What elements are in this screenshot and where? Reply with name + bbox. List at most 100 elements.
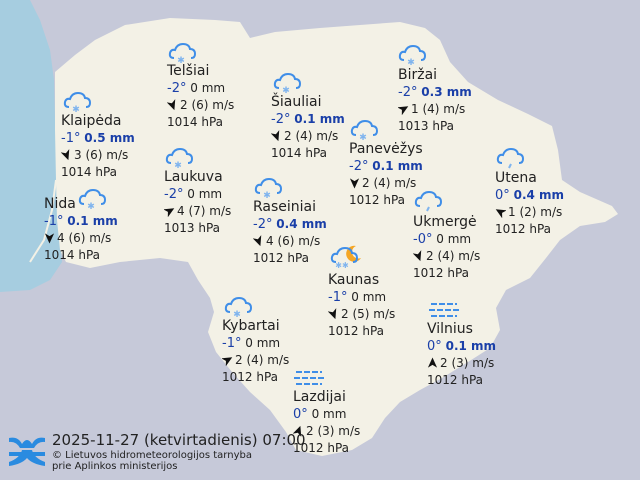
temperature: -2° [349, 159, 369, 174]
wind-speed: 2 (3) m/s [440, 356, 495, 370]
temperature: -1° [222, 336, 242, 351]
station-5: Utena 0° 0.4 mm 1 (2) m/s 1012 hPa [495, 169, 564, 238]
precipitation: 0.1 mm [372, 159, 423, 173]
station-name: Nida [44, 196, 76, 212]
temp-precip-line: -2° 0.1 mm [349, 158, 423, 175]
temperature: -1° [328, 290, 348, 305]
footer: 2025-11-27 (ketvirtadienis) 07:00 © Liet… [8, 431, 306, 474]
precipitation: 0 mm [436, 232, 472, 246]
wind-arrow-icon [270, 130, 280, 142]
wind-arrow-icon [44, 233, 55, 244]
svg-text:✱: ✱ [263, 191, 271, 201]
station-13: Lazdijai 0° 0 mm 2 (3) m/s 1012 hPa [292, 388, 361, 457]
cloud-snow-icon: ✱ [273, 70, 303, 96]
station-8: Nida -1° 0.1 mm 4 (6) m/s 1014 hPa [44, 195, 118, 264]
wind-speed: 2 (4) m/s [362, 176, 417, 190]
wind-line: 2 (3) m/s [427, 355, 496, 372]
wind-arrow-icon [163, 208, 175, 218]
wind-speed: 3 (6) m/s [74, 148, 129, 162]
pressure: 1012 hPa [253, 251, 310, 265]
wind-arrow-icon [221, 357, 233, 367]
wind-speed: 2 (4) m/s [284, 129, 339, 143]
wind-arrow-icon [427, 357, 438, 368]
svg-text:✱: ✱ [407, 58, 415, 68]
forecast-datetime: 2025-11-27 (ketvirtadienis) 07:00 [52, 431, 306, 449]
svg-text:✱: ✱ [359, 133, 367, 143]
temperature: 0° [495, 188, 510, 203]
temp-precip-line: 0° 0 mm [293, 406, 360, 423]
precipitation: 0.1 mm [67, 214, 118, 228]
temp-precip-line: -1° 0.5 mm [61, 130, 135, 147]
temperature: -2° [167, 81, 187, 96]
station-name: Laukuva [164, 169, 223, 185]
fog-icon [294, 366, 324, 390]
station-12: Kybartai -1° 0 mm 2 (4) m/s 1012 hPa [221, 317, 290, 386]
station-2: Šiauliai -2° 0.1 mm 2 (4) m/s 1014 hPa [270, 93, 345, 162]
temp-precip-line: 0° 0.1 mm [427, 338, 496, 355]
svg-text:✱: ✱ [282, 86, 290, 96]
wind-line: 2 (4) m/s [270, 128, 345, 145]
temp-precip-line: -1° 0 mm [222, 335, 289, 352]
curonian-spit [29, 179, 57, 263]
cloud-rain-icon [496, 145, 526, 169]
precipitation: 0.1 mm [445, 339, 497, 353]
wind-line: 2 (4) m/s [412, 248, 480, 265]
pressure: 1014 hPa [61, 165, 118, 179]
station-6: Laukuva -2° 0 mm 4 (7) m/s 1013 hPa [163, 168, 232, 237]
lhmt-logo [9, 437, 45, 466]
wind-speed: 1 (4) m/s [411, 102, 466, 116]
temp-precip-line: 0° 0.4 mm [495, 187, 564, 204]
station-3: Biržai -2° 0.3 mm 1 (4) m/s 1013 hPa [397, 66, 472, 135]
wind-arrow-icon [252, 235, 262, 247]
temp-precip-line: -2° 0.3 mm [398, 84, 472, 101]
precipitation: 0 mm [351, 290, 387, 304]
wind-speed: 2 (3) m/s [306, 424, 361, 438]
temperature: 0° [427, 339, 442, 354]
station-name: Ukmergė [413, 214, 477, 230]
wind-line: 2 (5) m/s [327, 306, 395, 323]
station-name: Kaunas [328, 272, 380, 288]
svg-text:✱: ✱ [177, 56, 185, 66]
cloud-snow-icon: ✱ [63, 89, 93, 115]
copyright: © Lietuvos hidrometeorologijos tarnyba p… [52, 450, 252, 472]
station-10: Kaunas -1° 0 mm 2 (5) m/s 1012 hPa [327, 271, 395, 340]
wind-speed: 4 (7) m/s [177, 204, 232, 218]
station-name: Raseiniai [253, 199, 317, 215]
wind-line: 2 (4) m/s [349, 175, 423, 192]
station-11: Vilnius 0° 0.1 mm 2 (3) m/s 1012 hPa [427, 320, 496, 389]
fog-icon [429, 298, 459, 322]
station-0: Telšiai -2° 0 mm 2 (6) m/s 1014 hPa [166, 62, 235, 131]
temperature: -1° [61, 131, 81, 146]
copyright-line-2: prie Aplinkos ministerijos [52, 461, 178, 472]
precipitation: 0.4 mm [276, 217, 327, 231]
wind-line: 1 (4) m/s [397, 101, 472, 118]
cloud-snow-icon: ✱ [78, 186, 108, 212]
pressure: 1013 hPa [398, 119, 455, 133]
temperature: 0° [293, 407, 308, 422]
cloud-snow-icon: ✱ [165, 145, 195, 171]
wind-speed: 2 (6) m/s [180, 98, 235, 112]
wind-arrow-icon [397, 106, 409, 116]
wind-speed: 4 (6) m/s [266, 234, 321, 248]
pressure: 1012 hPa [427, 373, 484, 387]
station-4: Panevėžys -2° 0.1 mm 2 (4) m/s 1012 hPa [349, 140, 423, 209]
precipitation: 0 mm [190, 81, 226, 95]
station-name: Klaipėda [61, 113, 122, 129]
temp-precip-line: -2° 0 mm [167, 80, 234, 97]
cloud-snow-icon: ✱ [398, 42, 428, 68]
cloud-snow-icon: ✱ [168, 40, 198, 66]
precipitation: 0 mm [187, 187, 223, 201]
wind-line: 1 (2) m/s [495, 204, 564, 221]
pressure: 1013 hPa [164, 221, 221, 235]
wind-speed: 1 (2) m/s [508, 205, 563, 219]
station-9: Ukmergė -0° 0 mm 2 (4) m/s 1012 hPa [412, 213, 480, 282]
precipitation: 0.4 mm [513, 188, 565, 202]
temperature: -1° [44, 214, 64, 229]
temp-precip-line: -2° 0 mm [164, 186, 231, 203]
wind-line: 2 (4) m/s [221, 352, 290, 369]
wind-arrow-icon [166, 99, 176, 111]
precipitation: 0.3 mm [421, 85, 472, 99]
wind-line: 4 (6) m/s [252, 233, 327, 250]
temp-precip-line: -2° 0.1 mm [271, 111, 345, 128]
wind-speed: 2 (4) m/s [235, 353, 290, 367]
